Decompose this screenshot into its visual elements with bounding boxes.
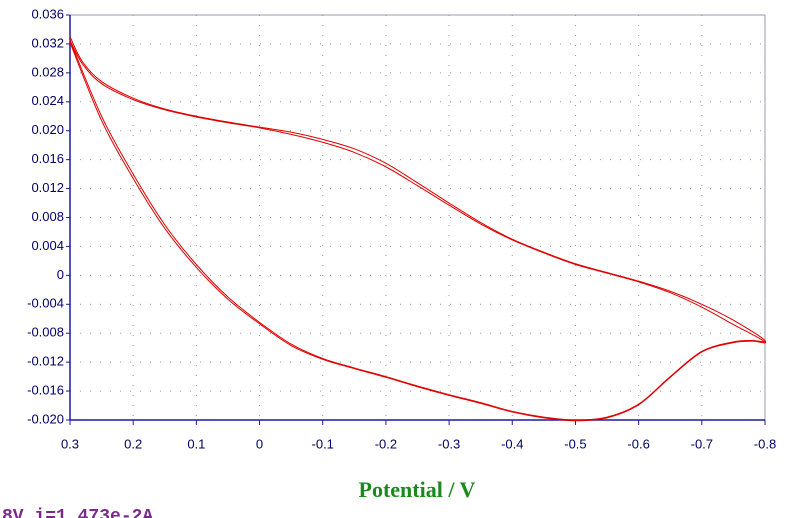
y-tick-label: 0.004 xyxy=(31,238,64,253)
cv-curve xyxy=(69,40,767,422)
x-tick-label: -0.3 xyxy=(438,436,460,451)
x-tick-label: 0.2 xyxy=(124,436,142,451)
y-tick-label: -0.004 xyxy=(27,296,64,311)
x-tick-label: -0.1 xyxy=(312,436,334,451)
y-tick-label: -0.012 xyxy=(27,354,64,369)
y-tick-label: 0 xyxy=(57,267,64,282)
y-tick-label: 0.012 xyxy=(31,180,64,195)
y-tick-label: 0.016 xyxy=(31,151,64,166)
x-tick-label: -0.6 xyxy=(627,436,649,451)
x-tick-label: -0.7 xyxy=(691,436,713,451)
status-text: 8V i=1.473e-2A xyxy=(2,507,153,518)
cv-curve xyxy=(69,36,767,421)
x-tick-label: 0.3 xyxy=(61,436,79,451)
y-tick-label: 0.028 xyxy=(31,64,64,79)
x-axis-title: Potential / V xyxy=(359,477,476,502)
x-tick-label: -0.8 xyxy=(754,436,776,451)
y-tick-label: 0.020 xyxy=(31,122,64,137)
x-tick-label: -0.4 xyxy=(501,436,523,451)
y-tick-label: -0.020 xyxy=(27,411,64,426)
y-tick-label: -0.016 xyxy=(27,383,64,398)
x-tick-label: -0.5 xyxy=(564,436,586,451)
x-tick-label: 0.1 xyxy=(187,436,205,451)
y-tick-label: 0.008 xyxy=(31,209,64,224)
y-tick-label: -0.008 xyxy=(27,325,64,340)
plot-frame xyxy=(69,14,766,421)
y-tick-label: 0.032 xyxy=(31,35,64,50)
x-tick-label: 0 xyxy=(256,436,263,451)
x-tick-label: -0.2 xyxy=(375,436,397,451)
y-tick-label: 0.024 xyxy=(31,93,64,108)
y-tick-label: 0.036 xyxy=(31,6,64,21)
